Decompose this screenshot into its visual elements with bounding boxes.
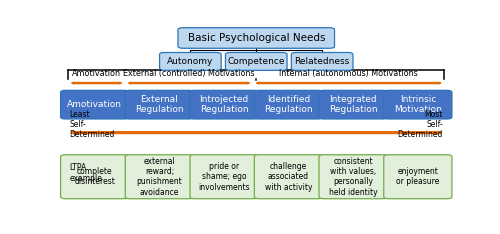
Text: Autonomy: Autonomy bbox=[167, 57, 214, 66]
Text: Internal (autonomous) Motivations: Internal (autonomous) Motivations bbox=[279, 69, 418, 78]
FancyBboxPatch shape bbox=[190, 155, 258, 199]
Text: pride or
shame; ego
involvements: pride or shame; ego involvements bbox=[198, 162, 250, 192]
FancyBboxPatch shape bbox=[60, 155, 129, 199]
Text: Integrated
Regulation: Integrated Regulation bbox=[329, 95, 378, 114]
FancyBboxPatch shape bbox=[254, 90, 322, 119]
Text: consistent
with values,
personally
held identity: consistent with values, personally held … bbox=[329, 157, 378, 197]
Text: External
Regulation: External Regulation bbox=[135, 95, 184, 114]
FancyBboxPatch shape bbox=[384, 90, 452, 119]
Text: External (controlled) Motivations: External (controlled) Motivations bbox=[124, 69, 255, 78]
FancyBboxPatch shape bbox=[292, 52, 353, 70]
FancyBboxPatch shape bbox=[254, 155, 322, 199]
FancyBboxPatch shape bbox=[319, 155, 387, 199]
Text: challenge
associated
with activity: challenge associated with activity bbox=[264, 162, 312, 192]
FancyBboxPatch shape bbox=[384, 155, 452, 199]
Text: Basic Psychological Needs: Basic Psychological Needs bbox=[188, 33, 325, 43]
FancyBboxPatch shape bbox=[190, 90, 258, 119]
Text: Most
Self-
Determined: Most Self- Determined bbox=[398, 110, 443, 139]
Text: enjoyment
or pleasure: enjoyment or pleasure bbox=[396, 167, 440, 186]
Text: Amotivation: Amotivation bbox=[67, 100, 122, 109]
Text: LTPA
example: LTPA example bbox=[70, 163, 102, 183]
Text: Amotivation: Amotivation bbox=[72, 69, 121, 78]
FancyBboxPatch shape bbox=[126, 155, 194, 199]
Text: Intrinsic
Motivation: Intrinsic Motivation bbox=[394, 95, 442, 114]
Text: Identified
Regulation: Identified Regulation bbox=[264, 95, 312, 114]
Text: external
reward;
punishment
avoidance: external reward; punishment avoidance bbox=[136, 157, 182, 197]
FancyBboxPatch shape bbox=[226, 52, 287, 70]
FancyBboxPatch shape bbox=[319, 90, 387, 119]
Text: complete
disinterest: complete disinterest bbox=[74, 167, 115, 186]
Text: Least
Self-
Determined: Least Self- Determined bbox=[70, 110, 115, 139]
FancyBboxPatch shape bbox=[178, 28, 334, 48]
FancyBboxPatch shape bbox=[126, 90, 194, 119]
Text: Competence: Competence bbox=[228, 57, 285, 66]
Text: Relatedness: Relatedness bbox=[294, 57, 350, 66]
FancyBboxPatch shape bbox=[60, 90, 129, 119]
Text: Introjected
Regulation: Introjected Regulation bbox=[200, 95, 248, 114]
FancyBboxPatch shape bbox=[160, 52, 221, 70]
